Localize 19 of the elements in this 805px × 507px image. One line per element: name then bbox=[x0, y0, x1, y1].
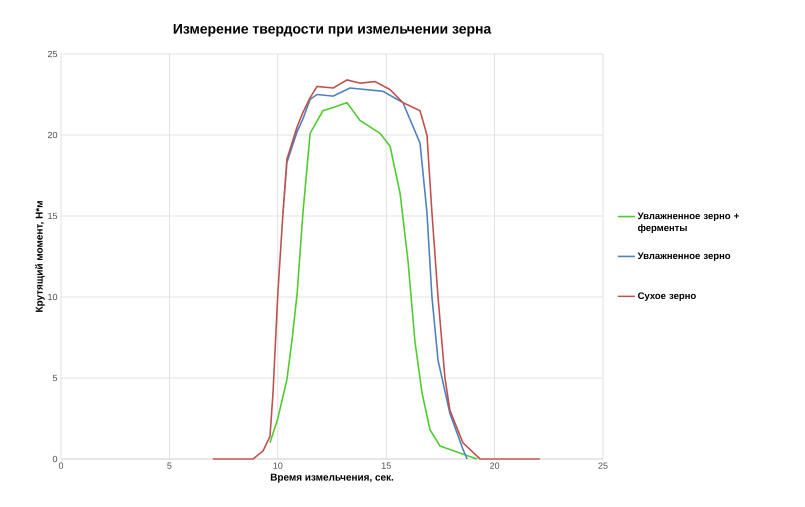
x-tick-label: 20 bbox=[490, 462, 500, 469]
x-tick-label: 5 bbox=[167, 462, 172, 469]
x-axis-title: Время измельчения, сек. bbox=[270, 474, 394, 483]
chart-title: Измерение твердости при измельчении зерна bbox=[174, 24, 492, 36]
line-series bbox=[212, 79, 541, 460]
y-tick-label: 0 bbox=[52, 456, 58, 462]
legend-label: Увлажненное зерно + ферменты bbox=[638, 212, 739, 233]
x-tick-label: 10 bbox=[274, 462, 282, 469]
y-tick-label: 25 bbox=[48, 50, 58, 58]
x-tick-label: 0 bbox=[58, 462, 64, 469]
y-axis-title: Крутящий момент, Н*м bbox=[35, 201, 45, 312]
x-tick-label: 15 bbox=[382, 462, 391, 469]
legend-label: Сухое зерно bbox=[638, 292, 696, 301]
y-tick-label: 15 bbox=[48, 212, 58, 220]
y-tick-label: 20 bbox=[48, 132, 58, 138]
legend-label: Увлажненное зерно bbox=[638, 252, 730, 261]
x-tick-label: 25 bbox=[598, 462, 608, 469]
y-tick-label: 10 bbox=[48, 294, 58, 300]
y-tick-label: 5 bbox=[52, 374, 58, 382]
